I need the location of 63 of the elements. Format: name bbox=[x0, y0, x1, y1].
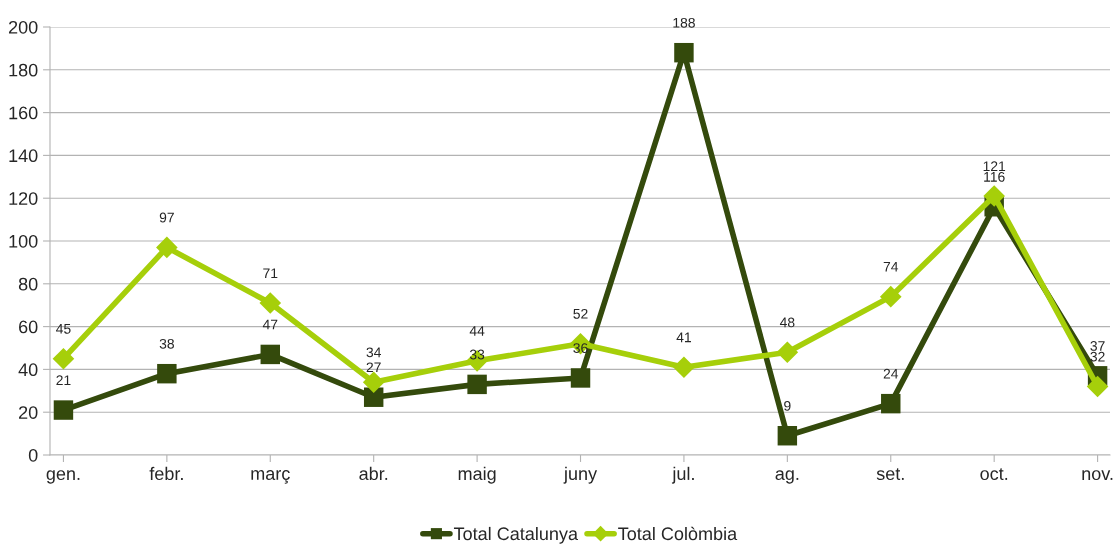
x-tick-label: maig bbox=[458, 466, 496, 484]
data-label: 97 bbox=[159, 212, 174, 223]
data-label: 38 bbox=[159, 338, 174, 349]
data-label: 52 bbox=[573, 308, 588, 319]
data-label: 24 bbox=[883, 368, 899, 379]
data-label: 21 bbox=[56, 375, 71, 385]
x-tick-label: nov. bbox=[1082, 470, 1113, 481]
point bbox=[1086, 375, 1109, 398]
point bbox=[363, 387, 384, 407]
point bbox=[52, 347, 75, 370]
data-label: 44 bbox=[469, 326, 485, 336]
x-tick-label: març bbox=[251, 470, 290, 484]
data-label: 188 bbox=[673, 17, 695, 28]
legend-label: Total Catalunya bbox=[453, 526, 579, 544]
data-label: 27 bbox=[366, 362, 381, 373]
data-label: 45 bbox=[56, 324, 71, 334]
x-tick-label: ag. bbox=[775, 470, 799, 484]
point bbox=[983, 185, 1005, 207]
x-tick-label: gen. bbox=[46, 470, 80, 484]
y-tick-label: 0 bbox=[28, 448, 38, 462]
point bbox=[673, 356, 695, 379]
data-label: 71 bbox=[263, 268, 278, 278]
point bbox=[259, 292, 282, 314]
data-label: 47 bbox=[262, 319, 278, 330]
data-label: 36 bbox=[573, 343, 588, 353]
y-tick-label: 140 bbox=[9, 149, 38, 163]
data-label: 37 bbox=[1090, 341, 1105, 351]
y-tick-label: 200 bbox=[8, 20, 38, 34]
data-label: 41 bbox=[676, 332, 691, 343]
y-tick-label: 80 bbox=[18, 277, 38, 291]
x-tick-label: oct. bbox=[980, 468, 1008, 481]
x-tick-label: febr. bbox=[149, 466, 183, 481]
point bbox=[570, 368, 591, 388]
point bbox=[467, 374, 487, 395]
y-tick-label: 120 bbox=[9, 192, 38, 205]
point bbox=[674, 42, 694, 63]
point bbox=[776, 341, 799, 364]
data-label: 121 bbox=[983, 161, 1006, 171]
y-tick-label: 40 bbox=[18, 363, 38, 377]
x-tick-label: abr. bbox=[359, 466, 388, 481]
data-label: 116 bbox=[984, 171, 1005, 182]
point bbox=[362, 371, 385, 394]
y-tick-label: 160 bbox=[9, 106, 38, 120]
y-tick-label: 60 bbox=[19, 320, 38, 334]
x-tick-label: jul. bbox=[671, 466, 694, 484]
point bbox=[156, 236, 178, 259]
y-tick-label: 180 bbox=[9, 63, 38, 77]
y-tick-label: 20 bbox=[19, 406, 38, 419]
point bbox=[777, 426, 798, 446]
data-label: 48 bbox=[779, 317, 795, 328]
legend-label: Total Colòmbia bbox=[618, 526, 738, 541]
point bbox=[53, 400, 74, 420]
point bbox=[879, 285, 902, 308]
point bbox=[881, 393, 901, 414]
data-label: 32 bbox=[1090, 351, 1105, 362]
data-label: 74 bbox=[883, 261, 899, 272]
x-tick-label: juny bbox=[563, 466, 598, 484]
data-label: 9 bbox=[784, 400, 791, 411]
point bbox=[260, 344, 280, 365]
data-label: 34 bbox=[366, 347, 382, 358]
point bbox=[157, 363, 177, 384]
y-tick-label: 100 bbox=[9, 234, 38, 248]
x-tick-label: set. bbox=[876, 468, 904, 481]
